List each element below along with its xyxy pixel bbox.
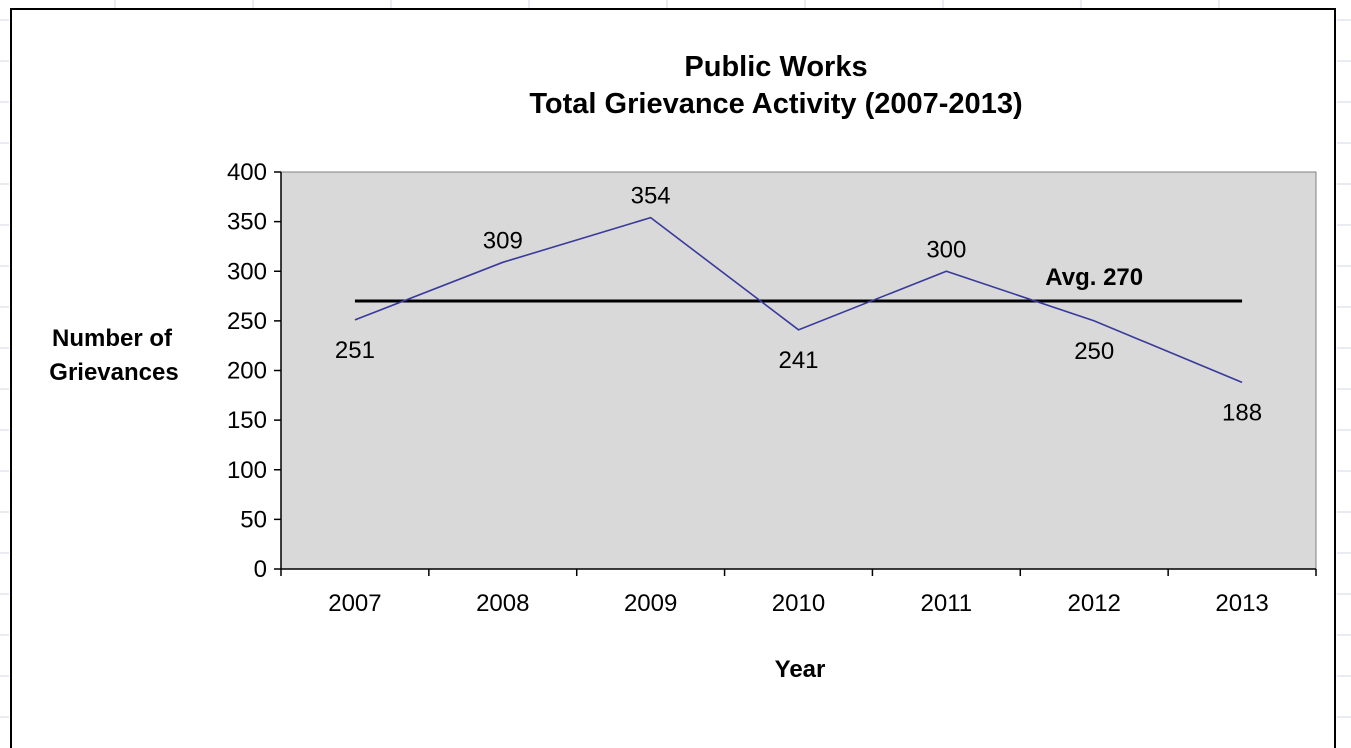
y-tick-label: 0 — [254, 556, 267, 583]
y-tick-label: 350 — [227, 209, 267, 236]
data-label: 300 — [926, 236, 966, 263]
x-tick-label: 2009 — [624, 590, 677, 617]
y-tick-label: 150 — [227, 407, 267, 434]
x-tick-label: 2008 — [476, 590, 529, 617]
data-label: 241 — [778, 347, 818, 374]
data-label: 250 — [1074, 338, 1114, 365]
chart-title-line-2: Total Grievance Activity (2007-2013) — [529, 88, 1022, 120]
axes: 0 50 100 150 200 250 300 350 400 2007 2008 2009 2010… — [227, 159, 1317, 617]
average-label: Avg. 270 — [1045, 264, 1143, 291]
average-line-group: Avg. 270 — [354, 264, 1243, 303]
series-line[interactable] — [354, 216, 1243, 384]
series-group — [354, 216, 1243, 384]
data-label: 188 — [1222, 399, 1262, 426]
y-tick-label: 400 — [227, 159, 267, 186]
x-tick-label: 2013 — [1215, 590, 1268, 617]
x-axis-title: Year — [775, 656, 826, 683]
y-axis-title-line-1: Number of — [52, 325, 173, 352]
x-tick-label: 2011 — [921, 590, 973, 617]
x-tick-label: 2012 — [1068, 590, 1121, 617]
data-label: 309 — [483, 227, 523, 254]
y-tick-label: 300 — [227, 258, 267, 285]
data-label: 354 — [631, 183, 671, 210]
y-tick-label: 250 — [227, 308, 267, 335]
y-tick-label: 50 — [240, 506, 267, 533]
chart-title-line-1: Public Works — [684, 51, 867, 83]
y-tick-label: 100 — [227, 457, 267, 484]
data-label: 251 — [335, 337, 375, 364]
plot-area[interactable] — [280, 171, 1317, 570]
x-tick-label: 2010 — [772, 590, 825, 617]
data-labels: 251 309 354 241 300 250 188 — [335, 183, 1262, 427]
y-axis-title-line-2: Grievances — [49, 359, 178, 386]
y-tick-label: 200 — [227, 358, 267, 385]
x-tick-label: 2007 — [328, 590, 381, 617]
